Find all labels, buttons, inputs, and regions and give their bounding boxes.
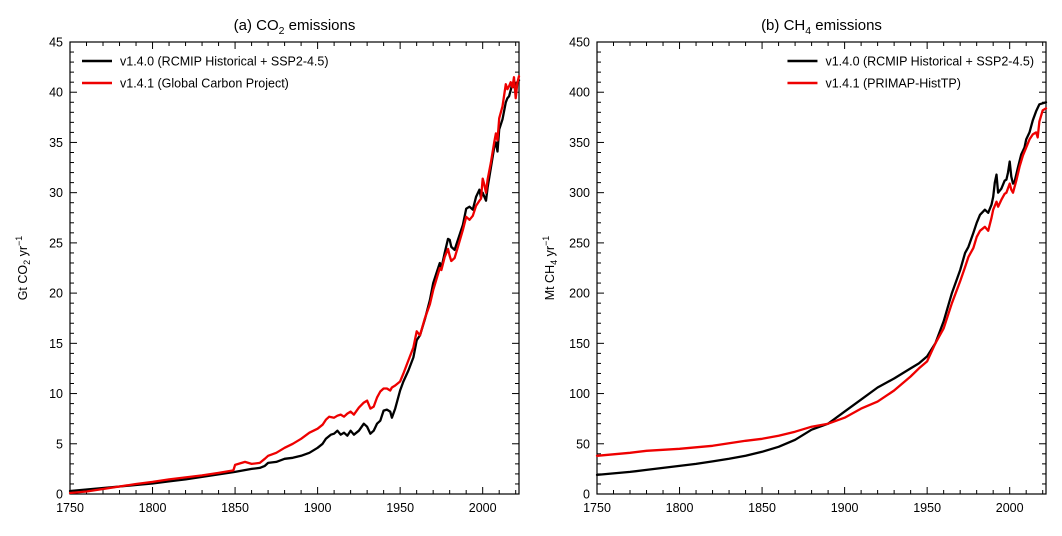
y-axis: 0 50 100 150 200 250 300 350 400 450 [569,36,1046,502]
y-axis-label-superscript: −1 [541,236,551,246]
legend: v1.4.0 (RCMIP Historical + SSP2-4.5) v1.… [787,55,1034,91]
panel-co2-emissions: (a) CO2 emissions Gt CO2 yr−1 1750 1800 18… [14,17,521,515]
chart-title-prefix: (b) CH [761,17,805,34]
x-axis: 1750 1800 1850 1900 1950 2000 [583,42,1044,515]
legend-entry: v1.4.1 (PRIMAP-HistTP) [787,77,961,91]
y-tick-label: 0 [56,488,63,502]
series-line-2 [68,75,521,495]
y-tick-label: 200 [569,287,590,301]
y-axis: 0 5 10 15 20 25 30 35 40 45 [49,36,519,502]
x-tick-label: 1900 [831,501,859,515]
chart-title-prefix: (a) CO [234,17,279,34]
plot-frame [596,41,1047,495]
series-lines [68,75,521,495]
y-tick-label: 25 [49,236,63,250]
chart-title-suffix: emissions [811,17,882,34]
y-axis-label-superscript: −1 [14,236,24,246]
legend-label-series-2: v1.4.1 (PRIMAP-HistTP) [825,77,960,91]
y-tick-label: 45 [49,36,63,50]
series-line-2 [595,107,1048,457]
y-tick-label: 35 [49,136,63,150]
x-tick-label: 1750 [583,501,611,515]
x-tick-label: 1950 [386,501,414,515]
y-tick-label: 450 [569,36,590,50]
y-tick-label: 40 [49,86,63,100]
legend-label-series-1: v1.4.0 (RCMIP Historical + SSP2-4.5) [825,55,1034,69]
y-axis-label-prefix: Gt CO [16,265,30,301]
legend-entry: v1.4.0 (RCMIP Historical + SSP2-4.5) [787,55,1034,69]
y-tick-label: 400 [569,86,590,100]
series-lines [595,101,1048,477]
y-axis-label-unit: yr [543,246,557,260]
chart-title-suffix: emissions [284,17,355,34]
series-line-1 [68,79,521,493]
y-tick-label: 20 [49,287,63,301]
y-tick-label: 150 [569,337,590,351]
chart-title-subscript: 2 [279,25,285,37]
x-tick-label: 1950 [913,501,941,515]
panel-ch4-emissions: (b) CH4 emissions Mt CH4 yr−1 1750 1800 18… [541,17,1048,515]
series-line-1 [595,101,1048,477]
plot-frame [69,41,520,495]
legend-label-series-2: v1.4.1 (Global Carbon Project) [120,77,289,91]
y-tick-label: 300 [569,186,590,200]
y-axis-label-subscript: 4 [549,260,559,265]
legend-entry: v1.4.1 (Global Carbon Project) [82,77,289,91]
y-tick-label: 350 [569,136,590,150]
legend-entry: v1.4.0 (RCMIP Historical + SSP2-4.5) [82,55,329,69]
x-tick-label: 1750 [56,501,84,515]
x-tick-label: 2000 [469,501,497,515]
x-tick-label: 1900 [304,501,332,515]
y-axis-label: Mt CH4 yr−1 [541,236,559,301]
legend: v1.4.0 (RCMIP Historical + SSP2-4.5) v1.… [82,55,329,91]
x-tick-label: 1800 [666,501,694,515]
y-axis-label-unit: yr [16,246,30,260]
y-tick-label: 50 [576,437,590,451]
y-tick-label: 5 [56,437,63,451]
y-tick-label: 30 [49,186,63,200]
y-tick-label: 15 [49,337,63,351]
y-tick-label: 10 [49,387,63,401]
x-tick-label: 1800 [139,501,167,515]
legend-label-series-1: v1.4.0 (RCMIP Historical + SSP2-4.5) [120,55,329,69]
y-axis-label-subscript: 2 [22,260,32,265]
x-tick-label: 1850 [748,501,776,515]
x-tick-label: 2000 [996,501,1024,515]
y-axis-label-prefix: Mt CH [543,265,557,300]
x-axis: 1750 1800 1850 1900 1950 2000 [56,42,517,515]
chart-title: (b) CH4 emissions [761,17,882,37]
chart-title: (a) CO2 emissions [234,17,356,37]
x-tick-label: 1850 [221,501,249,515]
chart-title-subscript: 4 [805,25,811,37]
y-tick-label: 250 [569,236,590,250]
y-tick-label: 0 [583,488,590,502]
y-tick-label: 100 [569,387,590,401]
y-axis-label: Gt CO2 yr−1 [14,236,32,301]
